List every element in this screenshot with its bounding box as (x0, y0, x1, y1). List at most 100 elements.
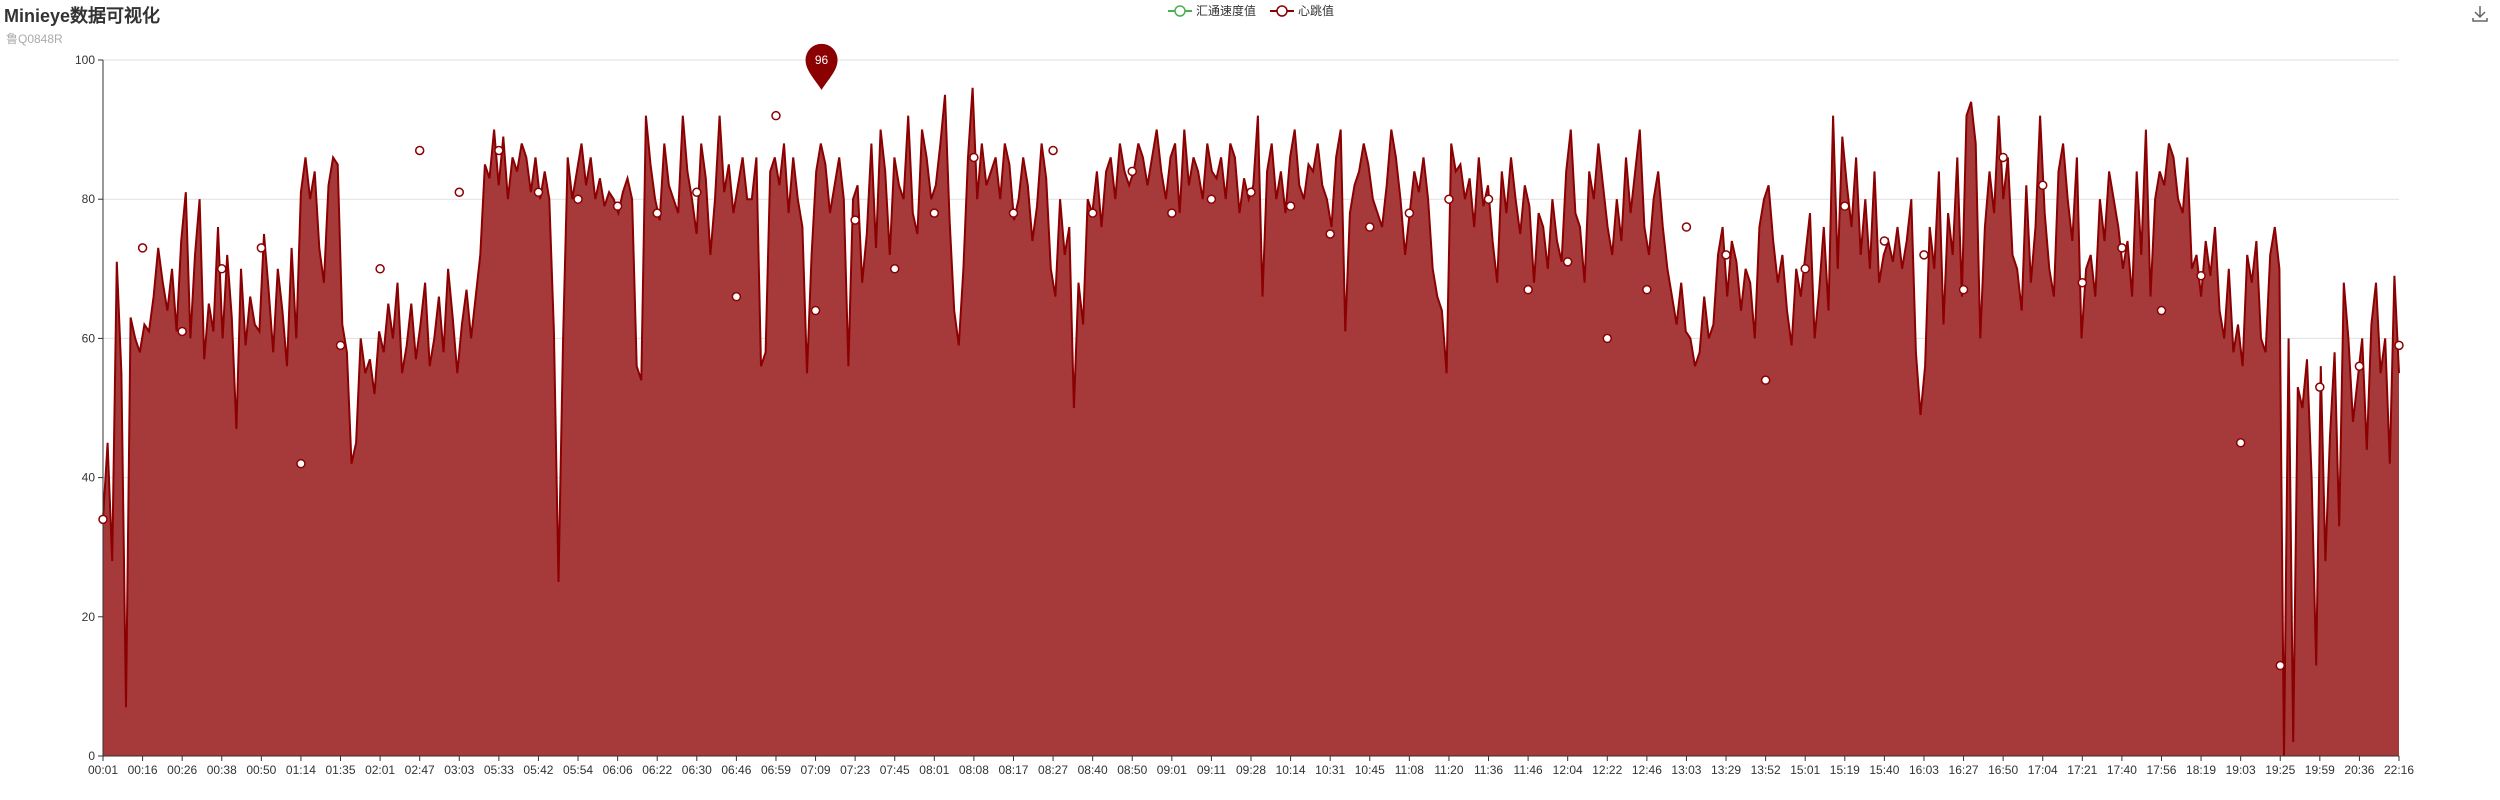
data-point-marker (414, 145, 425, 156)
max-pin-marker (805, 43, 838, 90)
x-tick-label-25: 08:40 (1078, 763, 1108, 777)
x-tick-label-23: 08:17 (998, 763, 1028, 777)
data-point-marker (1285, 201, 1296, 211)
x-tick-label-5: 01:14 (286, 763, 316, 777)
x-tick-label-50: 17:21 (2067, 763, 2097, 777)
data-markers (98, 110, 2404, 671)
x-tick-label-32: 10:45 (1355, 763, 1385, 777)
x-tick-label-37: 12:04 (1553, 763, 1583, 777)
legend-item-heart[interactable]: 心跳值 (1270, 2, 1334, 19)
data-point-marker (1523, 284, 1533, 295)
x-tick-label-14: 06:22 (642, 763, 672, 777)
data-point-marker (454, 187, 465, 197)
data-point-marker (98, 514, 108, 525)
x-tick-label-15: 06:30 (682, 763, 712, 777)
data-point-marker (1127, 166, 1137, 177)
x-tick-label-51: 17:40 (2107, 763, 2137, 777)
x-tick-label-36: 11:46 (1514, 763, 1543, 777)
x-tick-label-54: 19:03 (2226, 763, 2256, 777)
x-tick-label-10: 05:33 (484, 763, 514, 777)
data-point-marker (889, 264, 900, 274)
page-title: Minieye数据可视化 (4, 6, 161, 26)
data-point-marker (1919, 250, 1929, 260)
x-tick-label-55: 19:25 (2265, 763, 2295, 777)
data-point-marker (1008, 208, 1019, 218)
x-tick-label-18: 07:09 (801, 763, 831, 777)
data-point-marker (1562, 257, 1573, 267)
data-point-marker (573, 194, 583, 204)
data-point-marker (692, 187, 702, 197)
x-tick-label-46: 16:03 (1909, 763, 1939, 777)
x-tick-label-24: 08:27 (1038, 763, 1068, 777)
legend-label-speed: 汇通速度值 (1196, 4, 1257, 18)
x-tick-label-27: 09:01 (1157, 763, 1187, 777)
data-point-marker (2275, 660, 2285, 671)
x-tick-label-2: 00:26 (167, 763, 197, 777)
legend-swatch-heart (1270, 4, 1295, 17)
data-point-marker (2354, 361, 2365, 371)
data-point-marker (652, 208, 662, 218)
x-tick-label-7: 02:01 (365, 763, 395, 777)
x-tick-label-47: 16:27 (1949, 763, 1979, 777)
x-tick-label-11: 05:42 (523, 763, 553, 777)
data-point-marker (1879, 236, 1890, 246)
data-point-marker (1760, 375, 1771, 385)
x-tick-label-52: 17:56 (2146, 763, 2176, 777)
x-tick-label-28: 09:11 (1197, 763, 1226, 777)
data-point-marker (1998, 152, 2008, 163)
data-point-marker (1483, 194, 1494, 204)
data-point-marker (375, 264, 385, 274)
x-tick-label-17: 06:59 (761, 763, 791, 777)
x-tick-label-20: 07:45 (880, 763, 910, 777)
data-point-marker (1840, 201, 1850, 211)
x-tick-label-12: 05:54 (563, 763, 593, 777)
data-point-marker (256, 243, 267, 253)
data-point-marker (1246, 187, 1256, 197)
x-tick-label-16: 06:46 (721, 763, 751, 777)
x-tick-label-40: 13:03 (1671, 763, 1701, 777)
x-tick-label-39: 12:46 (1632, 763, 1662, 777)
x-tick-label-26: 08:50 (1117, 763, 1147, 777)
x-tick-label-41: 13:29 (1711, 763, 1741, 777)
x-tick-label-19: 07:23 (840, 763, 870, 777)
x-tick-label-9: 03:03 (444, 763, 474, 777)
data-point-marker (1087, 208, 1098, 218)
max-pin: 96 (805, 43, 838, 90)
x-tick-label-21: 08:01 (919, 763, 949, 777)
data-point-marker (533, 187, 544, 197)
x-tick-label-4: 00:50 (246, 763, 276, 777)
x-tick-label-13: 06:06 (603, 763, 633, 777)
x-tick-label-0: 00:01 (88, 763, 118, 777)
data-point-marker (2117, 243, 2127, 253)
x-tick-label-48: 16:50 (1988, 763, 2018, 777)
data-point-marker (2196, 271, 2206, 281)
chart-legend: 汇通速度值 心跳值 (1168, 2, 1334, 19)
y-tick-label-60: 60 (82, 331, 96, 345)
download-icon[interactable] (2470, 4, 2490, 24)
data-point-marker (1602, 333, 1613, 344)
max-pin-label: 96 (815, 53, 829, 67)
x-tick-label-43: 15:01 (1790, 763, 1820, 777)
data-point-marker (1721, 250, 1731, 260)
data-point-marker (612, 201, 623, 211)
x-tick-label-6: 01:35 (326, 763, 356, 777)
data-point-marker (810, 305, 821, 316)
x-tick-label-3: 00:38 (207, 763, 237, 777)
data-point-marker (217, 264, 227, 274)
data-point-marker (929, 208, 940, 218)
x-tick-label-33: 11:08 (1395, 763, 1424, 777)
data-point-marker (1958, 284, 1969, 295)
data-point-marker (2156, 305, 2167, 316)
legend-item-speed[interactable]: 汇通速度值 (1168, 2, 1256, 19)
x-tick-label-42: 13:52 (1751, 763, 1781, 777)
data-point-marker (771, 110, 781, 121)
data-point-marker (1206, 194, 1217, 204)
data-point-marker (731, 291, 742, 302)
data-point-marker (494, 145, 504, 156)
x-tick-label-22: 08:08 (959, 763, 989, 777)
x-tick-label-29: 09:28 (1236, 763, 1266, 777)
x-tick-label-57: 20:36 (2344, 763, 2374, 777)
data-point-marker (1642, 284, 1652, 295)
data-point-marker (1444, 194, 1454, 204)
legend-swatch-speed (1168, 4, 1192, 17)
